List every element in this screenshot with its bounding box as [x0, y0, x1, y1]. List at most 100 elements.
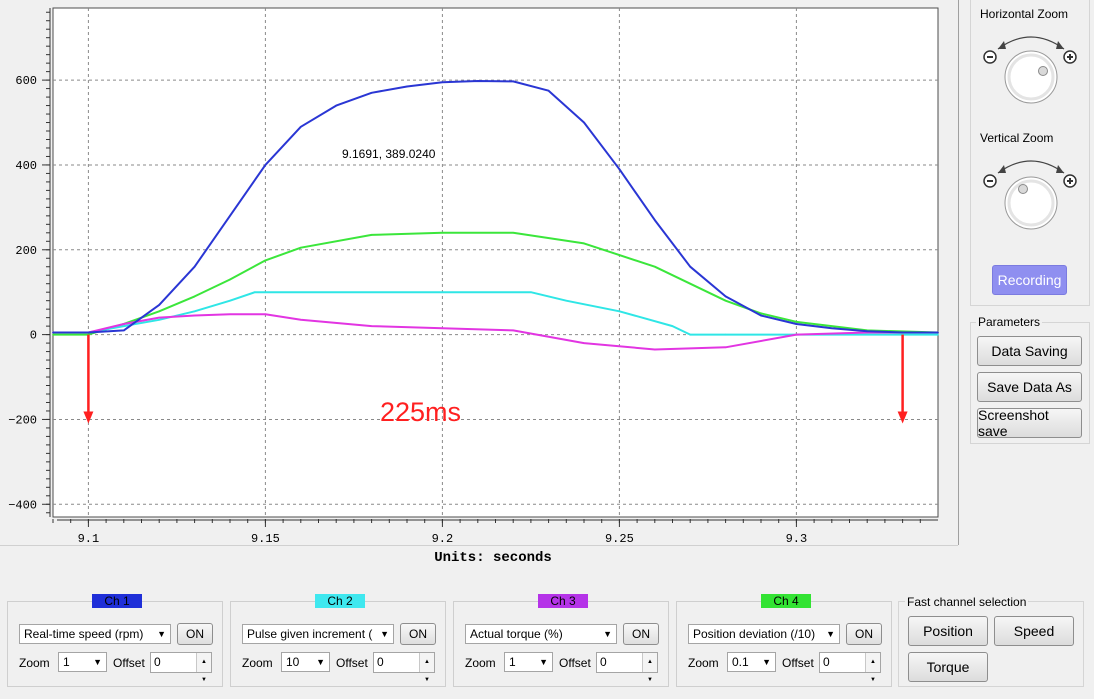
torque-button[interactable]: Torque — [908, 652, 988, 682]
knob-indicator — [1038, 66, 1048, 76]
y-tick-label: 600 — [15, 74, 37, 88]
zoom-label: Zoom — [19, 656, 50, 670]
vertical-zoom-knob[interactable] — [980, 151, 1082, 235]
on-button[interactable]: ON — [177, 623, 213, 645]
zoom-select[interactable]: 10 ▼ — [281, 652, 330, 672]
series-point-ch3 — [441, 327, 444, 330]
channel-group-4: Ch 4 Position deviation (/10) ▼ ON Zoom 0… — [676, 594, 892, 687]
series-point-ch1 — [512, 80, 514, 83]
offset-label: Offset — [113, 656, 145, 670]
series-point-ch1 — [300, 125, 302, 128]
series-point-ch1 — [229, 215, 231, 217]
vertical-zoom-label: Vertical Zoom — [980, 131, 1054, 145]
channel-group-3: Ch 3 Actual torque (%) ▼ ON Zoom 1 ▼ Offse… — [453, 594, 669, 687]
series-point-ch4 — [831, 325, 833, 327]
parameters-title: Parameters — [976, 315, 1043, 329]
chevron-down-icon: ▼ — [316, 657, 325, 667]
screenshot-save-button[interactable]: Screenshot save — [977, 407, 1082, 439]
spin-arrows-icon[interactable]: ▲ ▼ — [642, 653, 657, 683]
arrow-down-icon — [83, 411, 94, 424]
series-point-ch2 — [530, 291, 532, 293]
channel-title: Ch 4 — [761, 594, 811, 608]
bottom-separator — [0, 545, 958, 546]
series-point-ch2 — [253, 291, 256, 293]
series-point-ch4 — [760, 312, 762, 315]
series-point-ch4 — [370, 234, 373, 236]
signal-select[interactable]: Actual torque (%) ▼ — [465, 624, 617, 644]
series-point-ch4 — [583, 242, 585, 245]
series-point-ch2 — [123, 325, 125, 327]
series-line-ch4 — [53, 231, 939, 336]
series-point-ch2 — [158, 318, 160, 321]
channel-title: Ch 1 — [92, 594, 142, 608]
signal-select[interactable]: Position deviation (/10) ▼ — [688, 624, 840, 644]
zoom-select[interactable]: 0.1 ▼ — [727, 652, 776, 672]
zoom-label: Zoom — [465, 656, 496, 670]
signal-select[interactable]: Pulse given increment (▼ — [242, 624, 394, 644]
on-button[interactable]: ON — [846, 623, 882, 645]
y-tick-label: 0 — [30, 329, 37, 343]
series-point-ch3 — [264, 313, 267, 316]
save-data-as-button[interactable]: Save Data As — [977, 372, 1082, 402]
channel-group-1: Ch 1 Real-time speed (rpm) ▼ ON Zoom 1 ▼ O… — [7, 594, 223, 687]
series-point-ch4 — [441, 232, 444, 234]
series-point-ch1 — [441, 81, 444, 84]
recording-button[interactable]: Recording — [992, 265, 1067, 295]
series-point-ch3 — [123, 323, 125, 325]
offset-input[interactable]: 0 ▲ ▼ — [150, 652, 212, 683]
panel-separator — [958, 0, 959, 545]
series-point-ch3 — [300, 318, 302, 321]
series-point-ch3 — [229, 313, 231, 316]
offset-label: Offset — [782, 656, 814, 670]
series-point-ch2 — [441, 291, 444, 293]
spin-arrows-icon[interactable]: ▲ ▼ — [196, 653, 211, 683]
arrow-down-icon — [897, 411, 908, 424]
series-point-ch1 — [193, 265, 196, 268]
x-axis-label: Units: seconds — [434, 550, 552, 566]
series-point-ch3 — [193, 314, 196, 317]
offset-input[interactable]: 0 ▲ ▼ — [819, 652, 881, 683]
x-tick-label: 9.2 — [432, 532, 454, 546]
chevron-down-icon: ▼ — [762, 657, 771, 667]
series-point-ch2 — [565, 299, 568, 302]
spin-arrows-icon[interactable]: ▲ ▼ — [419, 653, 434, 683]
on-button[interactable]: ON — [623, 623, 659, 645]
series-point-ch2 — [724, 333, 727, 336]
offset-input[interactable]: 0 ▲ ▼ — [373, 652, 435, 683]
offset-label: Offset — [336, 656, 368, 670]
position-button[interactable]: Position — [908, 616, 988, 646]
signal-select[interactable]: Real-time speed (rpm) ▼ — [19, 624, 171, 644]
x-tick-label: 9.15 — [251, 532, 280, 546]
series-point-ch1 — [866, 330, 868, 333]
spin-arrows-icon[interactable]: ▲ ▼ — [865, 653, 880, 683]
data-saving-button[interactable]: Data Saving — [977, 336, 1082, 366]
series-point-ch4 — [158, 310, 160, 313]
y-axis: −400 −200 0 200 400 600 — [8, 8, 51, 517]
knob-indicator — [1018, 184, 1028, 194]
oscilloscope-chart[interactable]: −400 −200 0 200 400 600 9.1 9.15 9.2 9.25 9.3 9.1… — [0, 0, 958, 570]
series-line-ch2 — [53, 291, 938, 336]
offset-input[interactable]: 0 ▲ ▼ — [596, 652, 658, 683]
chevron-down-icon: ▼ — [539, 657, 548, 667]
series-point-ch3 — [512, 329, 514, 332]
duration-annotation: 225ms — [380, 397, 461, 427]
knob-dial — [1004, 176, 1058, 230]
arrow-left-icon — [998, 41, 1006, 49]
on-button[interactable]: ON — [400, 623, 436, 645]
horizontal-zoom-knob[interactable] — [980, 27, 1082, 111]
zoom-label: Zoom — [688, 656, 719, 670]
series-point-ch4 — [512, 232, 514, 234]
zoom-select[interactable]: 1 ▼ — [58, 652, 107, 672]
speed-button[interactable]: Speed — [994, 616, 1074, 646]
zoom-select[interactable]: 1 ▼ — [504, 652, 553, 672]
series-line-ch1 — [53, 80, 938, 334]
horizontal-zoom-label: Horizontal Zoom — [980, 7, 1069, 21]
series-point-ch2 — [671, 325, 674, 327]
x-axis: 9.1 9.15 9.2 9.25 9.3 — [52, 519, 938, 546]
series-point-ch1 — [654, 219, 656, 221]
series-point-ch2 — [193, 310, 196, 313]
series-point-ch3 — [795, 333, 798, 336]
series-point-ch1 — [370, 92, 373, 94]
arrow-left-icon — [998, 165, 1006, 173]
series-point-ch4 — [654, 265, 656, 268]
